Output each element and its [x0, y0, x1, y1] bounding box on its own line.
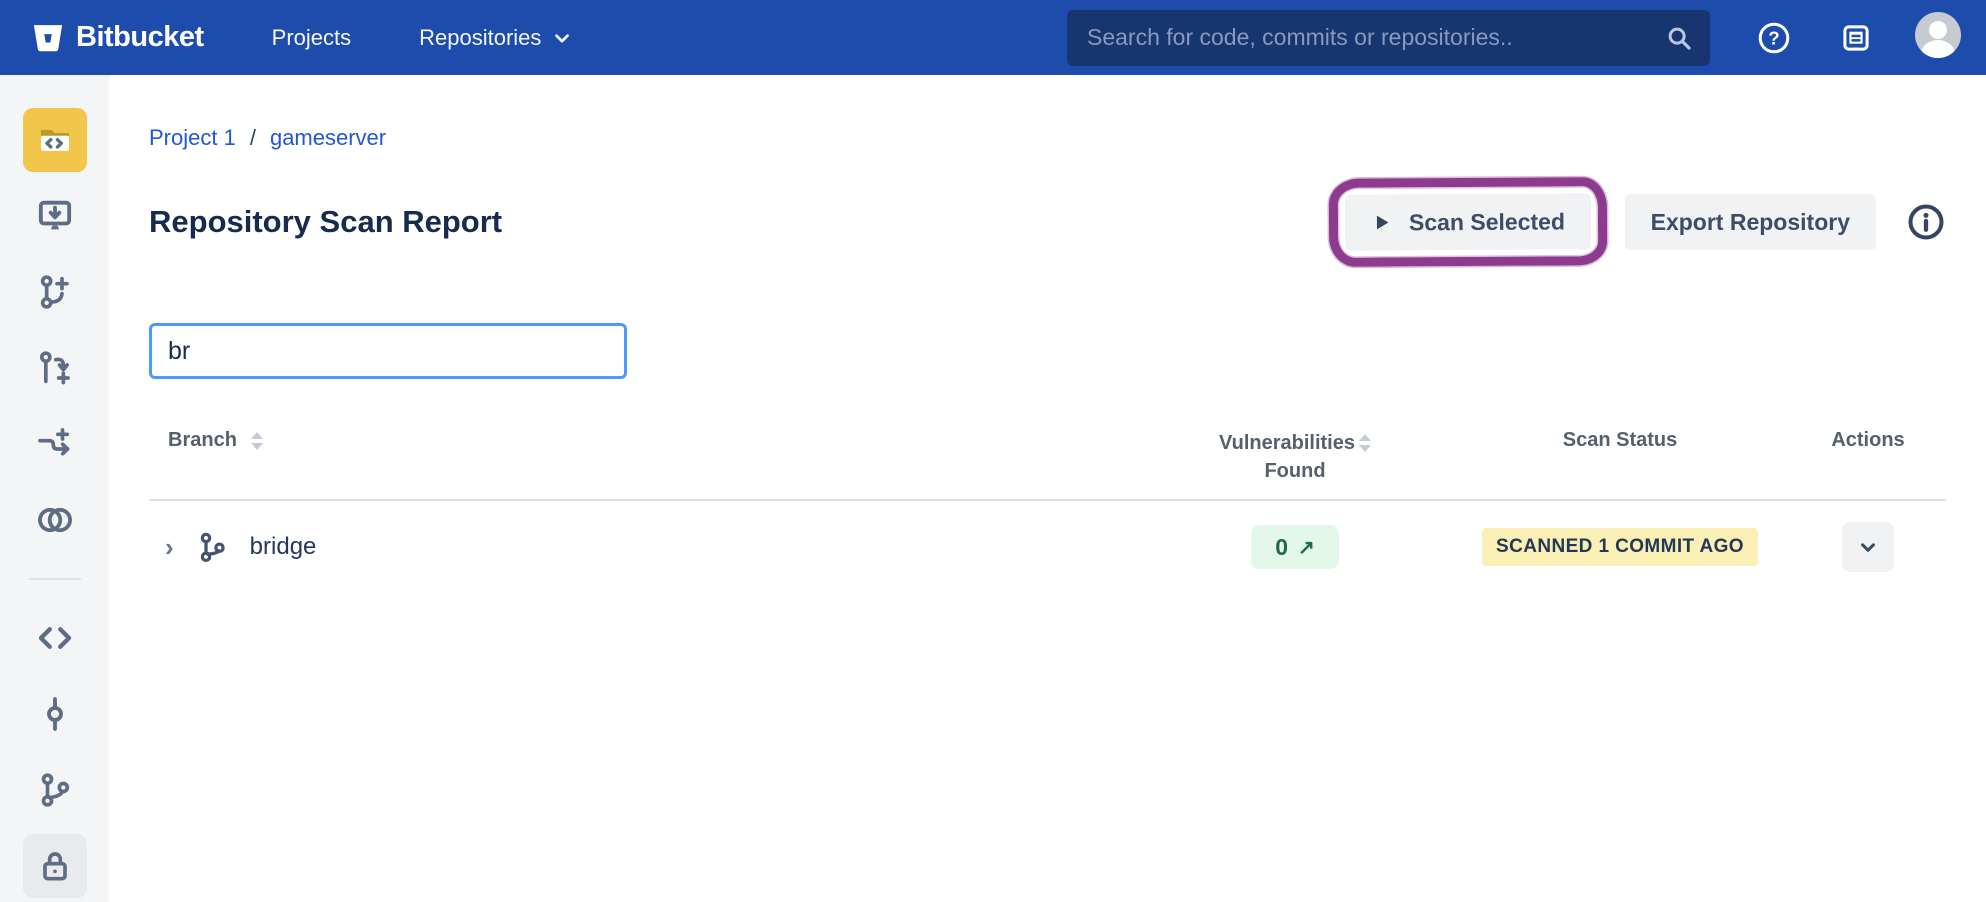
sidebar-item-create-branch[interactable] [23, 260, 87, 324]
branch-cell: › bridge [149, 529, 1140, 565]
scan-status-header-label: Scan Status [1562, 429, 1678, 451]
scan-selected-button[interactable]: Scan Selected [1344, 193, 1591, 251]
info-icon[interactable] [1906, 202, 1946, 242]
sidebar-item-source[interactable] [23, 606, 87, 670]
column-header-actions: Actions [1790, 429, 1946, 452]
chevron-down-icon [1861, 543, 1875, 552]
page-header-row: Repository Scan Report Scan Selected Exp… [149, 177, 1946, 267]
actions-header-label: Actions [1831, 429, 1905, 451]
sidebar-item-create-pull-request[interactable] [23, 336, 87, 400]
global-search-input[interactable] [1087, 24, 1664, 51]
breadcrumb: Project 1 / gameserver [149, 125, 1946, 151]
play-icon [1376, 215, 1389, 230]
sidebar-divider [28, 578, 81, 580]
top-nav-bar: Bitbucket Projects Repositories ? [0, 0, 1986, 75]
repository-folder-icon [40, 129, 69, 151]
sidebar-item-compare[interactable] [23, 488, 87, 552]
column-header-branch[interactable]: Branch [149, 429, 1140, 452]
create-branch-icon [40, 275, 69, 309]
export-repository-button[interactable]: Export Repository [1624, 194, 1876, 250]
search-icon[interactable] [1664, 23, 1694, 53]
scan-status-cell: SCANNED 1 COMMIT AGO [1450, 528, 1790, 566]
scan-status-badge: SCANNED 1 COMMIT AGO [1482, 528, 1758, 566]
nav-projects[interactable]: Projects [271, 24, 352, 50]
svg-text:?: ? [1768, 27, 1779, 48]
sidebar-item-clone[interactable] [23, 184, 87, 248]
vulnerabilities-header-label: Vulnerabilities [1219, 432, 1355, 454]
bitbucket-bucket-icon [33, 24, 63, 51]
source-code-icon [38, 627, 71, 649]
scan-report-table: Branch Vulnerabilities [149, 423, 1946, 593]
sort-down-arrow [1358, 445, 1371, 452]
create-pull-request-icon [39, 351, 70, 385]
table-header-divider [149, 499, 1946, 501]
logo-text: Bitbucket [76, 21, 204, 53]
sidebar-item-commits[interactable] [23, 682, 87, 746]
compare-icon [37, 507, 72, 533]
lock-icon [42, 852, 67, 881]
feedback-icon[interactable] [1838, 20, 1874, 56]
branch-icon [200, 532, 225, 563]
sort-icon[interactable] [1358, 434, 1371, 452]
commits-icon [46, 697, 63, 731]
branch-filter-input[interactable] [149, 323, 627, 379]
clone-monitor-icon [38, 200, 71, 230]
branch-header-label: Branch [168, 429, 237, 451]
table-row: › bridge 0 ↗ [149, 501, 1946, 593]
scan-selected-label: Scan Selected [1408, 207, 1565, 235]
trend-up-icon: ↗ [1298, 536, 1315, 559]
branches-icon [41, 773, 69, 807]
workflow-icon [37, 428, 69, 456]
toolbar: Scan Selected Export Repository [1328, 177, 1946, 267]
vulnerabilities-count: 0 [1275, 533, 1289, 560]
column-header-vulnerabilities[interactable]: Vulnerabilities Found [1140, 429, 1450, 485]
page-title: Repository Scan Report [149, 204, 503, 239]
sidebar-item-repositories[interactable] [22, 108, 87, 172]
export-repository-label: Export Repository [1650, 208, 1850, 235]
vulnerabilities-badge[interactable]: 0 ↗ [1251, 525, 1339, 569]
vulnerabilities-header-label-line2: Found [1264, 460, 1326, 482]
actions-cell [1790, 522, 1946, 572]
annotation-marker-circle: Scan Selected [1328, 177, 1607, 267]
breadcrumb-repo-link[interactable]: gameserver [269, 125, 387, 150]
main-content: Project 1 / gameserver Repository Scan R… [109, 75, 1986, 902]
sort-down-arrow [250, 442, 263, 450]
breadcrumb-project-link[interactable]: Project 1 [149, 125, 236, 150]
nav-repositories-label: Repositories [419, 24, 542, 50]
sidebar-item-branches[interactable] [23, 758, 87, 822]
user-avatar[interactable] [1914, 11, 1962, 64]
row-expand-chevron-icon[interactable]: › [165, 531, 174, 562]
breadcrumb-separator: / [249, 125, 256, 150]
help-icon[interactable]: ? [1756, 20, 1792, 56]
sidebar-item-workflow[interactable] [23, 412, 87, 476]
global-search [1067, 9, 1710, 66]
sort-icon[interactable] [250, 431, 263, 450]
bitbucket-logo[interactable]: Bitbucket [30, 20, 204, 56]
nav-repositories[interactable]: Repositories [419, 25, 573, 51]
vulnerabilities-cell: 0 ↗ [1140, 525, 1450, 569]
chevron-down-icon [555, 33, 570, 43]
branch-name[interactable]: bridge [249, 533, 317, 560]
row-actions-dropdown-button[interactable] [1842, 522, 1894, 572]
sort-up-arrow [250, 431, 263, 439]
sidebar-item-security[interactable] [22, 834, 87, 898]
table-header-row: Branch Vulnerabilities [149, 423, 1946, 499]
column-header-scan-status: Scan Status [1450, 429, 1790, 452]
left-sidebar [0, 75, 109, 902]
sort-up-arrow [1358, 434, 1371, 441]
